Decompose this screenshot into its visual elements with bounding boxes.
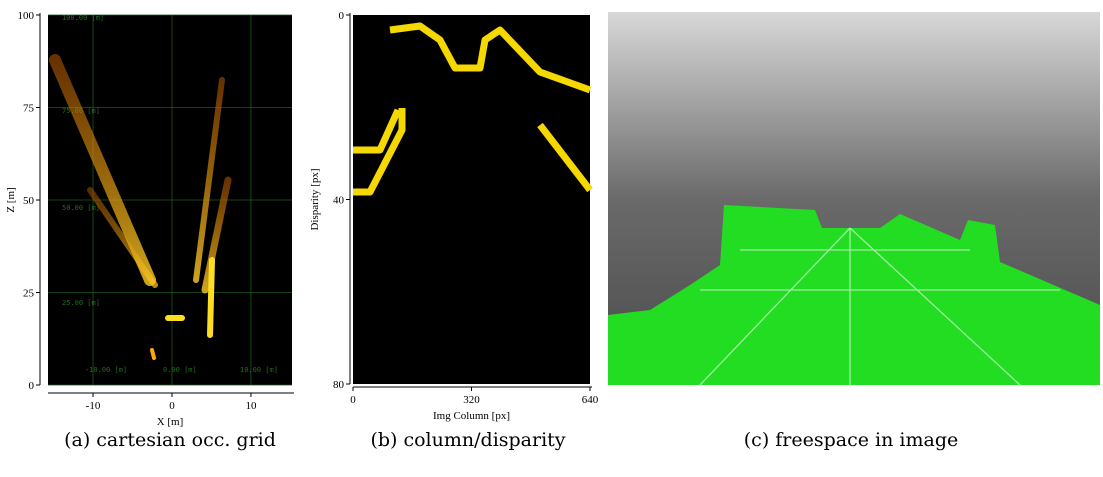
y-tick-label: 100: [18, 10, 35, 22]
y-tick-label: 75: [23, 103, 35, 115]
y-axis-label: Disparity [px]: [309, 168, 321, 230]
y-tick-label: 25: [23, 288, 35, 300]
caption: (c) freespace in image: [744, 429, 958, 451]
grid-label: -10.00 [m]: [85, 366, 127, 374]
y-tick-label: 80: [333, 379, 345, 391]
disparity-trace: [353, 22, 593, 196]
grid-label: 100.00 [m]: [62, 14, 104, 22]
x-axis-label: Img Column [px]: [433, 410, 510, 422]
x-tick-label: -10: [86, 400, 101, 412]
y-axis-label: Z [m]: [5, 187, 17, 212]
grid-label: 50.00 [m]: [62, 204, 100, 212]
road-lines: [699, 227, 1060, 386]
x-tick-label: 0: [169, 400, 175, 412]
x-tick-label: 10: [245, 400, 257, 412]
x-axis-label: X [m]: [157, 416, 184, 428]
y-tick-label: 40: [333, 195, 345, 207]
caption: (a) cartesian occ. grid: [64, 429, 276, 451]
caption: (b) column/disparity: [370, 429, 565, 451]
y-tick-label: 50: [23, 195, 35, 207]
occupancy-streaks: [49, 54, 232, 360]
x-tick-label: 0: [350, 394, 356, 406]
y-tick-label: 0: [339, 10, 345, 22]
grid-label: 10.00 [m]: [240, 366, 278, 374]
x-tick-label: 320: [463, 394, 480, 406]
grid-label: 25.00 [m]: [62, 299, 100, 307]
grid-label: 0.00 [m]: [163, 366, 197, 374]
x-tick-label: 640: [582, 394, 599, 406]
y-tick-label: 0: [29, 380, 35, 392]
freespace-overlay: [608, 205, 1100, 385]
